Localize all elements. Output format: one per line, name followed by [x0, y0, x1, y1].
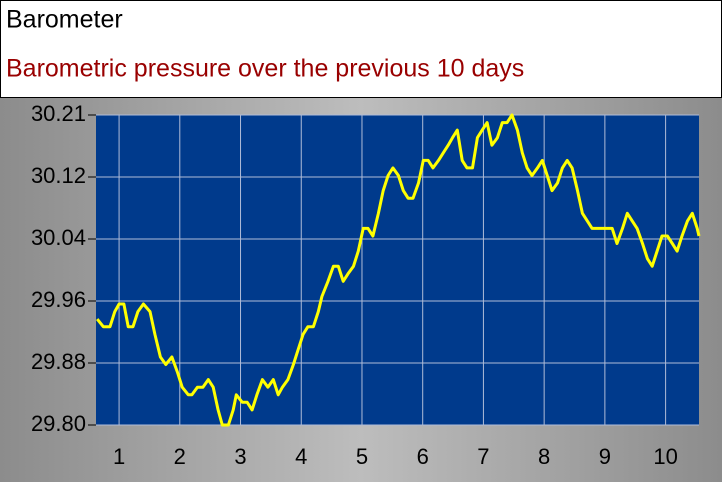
- x-tick-label: 10: [653, 444, 677, 469]
- x-tick-label: 6: [417, 444, 429, 469]
- x-tick-label: 5: [356, 444, 368, 469]
- y-tick-label: 29.88: [31, 349, 86, 374]
- y-tick-label: 29.96: [31, 287, 86, 312]
- chart-title: Barometer: [6, 6, 123, 34]
- header: [0, 0, 722, 98]
- x-tick-label: 3: [234, 444, 246, 469]
- y-tick-label: 29.80: [31, 411, 86, 436]
- x-tick-label: 2: [174, 444, 186, 469]
- x-tick-label: 1: [113, 444, 125, 469]
- line: [96, 113, 701, 427]
- chart-subtitle: Barometric pressure over the previous 10…: [6, 55, 524, 83]
- x-tick-label: 9: [599, 444, 611, 469]
- x-tick-label: 8: [538, 444, 550, 469]
- x-tick-label: 7: [477, 444, 489, 469]
- y-tick-label: 30.04: [31, 225, 86, 250]
- x-tick-label: 4: [295, 444, 307, 469]
- y-tick-label: 30.12: [31, 163, 86, 188]
- y-tick-label: 30.21: [31, 101, 86, 126]
- plot-area: [96, 115, 699, 425]
